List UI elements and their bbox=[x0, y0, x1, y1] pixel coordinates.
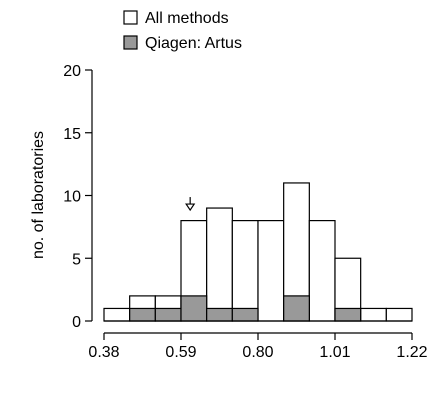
bar-qiagen-artus-3 bbox=[180, 295, 208, 322]
y-tick-label-1: 5 bbox=[72, 251, 81, 268]
y-tick-label-4: 20 bbox=[63, 63, 81, 80]
bar-qiagen-artus-4 bbox=[206, 307, 233, 322]
bar-all-methods-11 bbox=[385, 307, 413, 322]
bar-all-methods-4 bbox=[206, 207, 233, 322]
x-tick-label-0: 0.38 bbox=[88, 344, 119, 361]
y-axis-label: no. of laboratories bbox=[30, 131, 47, 259]
bar-all-methods-8 bbox=[308, 220, 336, 322]
x-tick-label-4: 1.22 bbox=[396, 344, 427, 361]
bar-all-methods-6 bbox=[257, 220, 285, 322]
bar-all-methods-0 bbox=[103, 307, 131, 322]
x-tick-label-1: 0.59 bbox=[165, 344, 196, 361]
x-tick-label-3: 1.01 bbox=[319, 344, 350, 361]
y-tick-label-0: 0 bbox=[72, 314, 81, 331]
y-tick-label-3: 15 bbox=[63, 126, 81, 143]
legend-label-all-methods: All methods bbox=[145, 10, 229, 27]
bar-qiagen-artus-5 bbox=[231, 307, 259, 322]
plot-area: 0 5 10 15 20 0.38 0.59 0.80 1.01 1.22 bbox=[63, 63, 427, 361]
x-tick-label-2: 0.80 bbox=[242, 344, 273, 361]
legend-label-qiagen-artus: Qiagen: Artus bbox=[145, 35, 242, 52]
legend-swatch-qiagen-artus bbox=[123, 35, 138, 50]
bar-all-methods-5 bbox=[231, 220, 259, 322]
bar-qiagen-artus-2 bbox=[154, 307, 182, 322]
arrow-annotation-head bbox=[185, 203, 196, 212]
legend-swatch-all-methods bbox=[123, 10, 138, 25]
bar-qiagen-artus-7 bbox=[283, 295, 310, 322]
legend: All methods Qiagen: Artus bbox=[123, 10, 242, 52]
bar-qiagen-artus-9 bbox=[334, 307, 362, 322]
bar-all-methods-10 bbox=[360, 307, 387, 322]
y-tick-label-2: 10 bbox=[63, 189, 81, 206]
bar-qiagen-artus-1 bbox=[129, 307, 156, 322]
